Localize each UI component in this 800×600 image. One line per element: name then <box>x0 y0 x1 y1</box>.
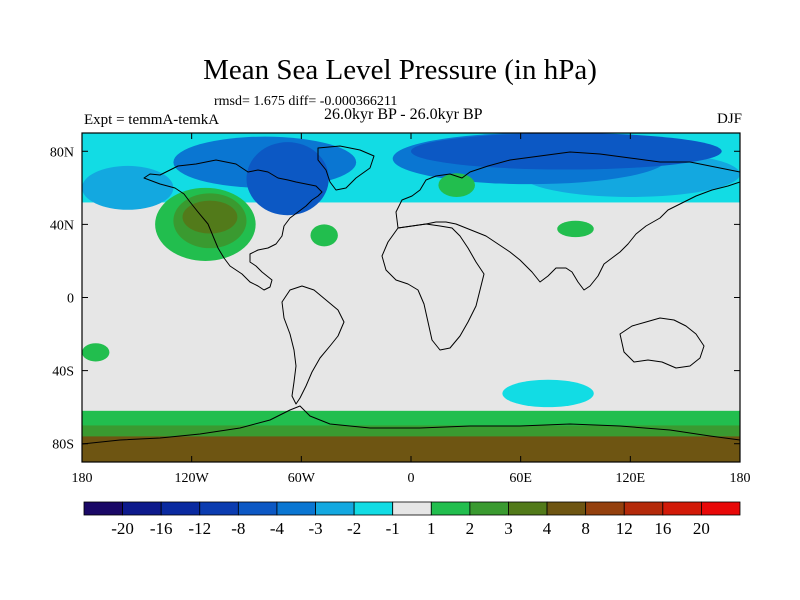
region-southern-ocean-low <box>502 379 594 408</box>
colorbar-label: 1 <box>427 519 436 538</box>
coast-eurasia <box>395 151 740 291</box>
region-atlantic-high <box>310 224 338 247</box>
colorbar-label: 20 <box>693 519 710 538</box>
colorbar-swatch <box>199 501 239 516</box>
colorbar-swatch <box>315 501 355 516</box>
colorbar: -20 -16 -12 -8 -4 -3 -2 -1 1 2 3 4 8 12 16 20 <box>83 501 741 538</box>
colorbar-swatch <box>122 501 162 516</box>
colorbar-label: -12 <box>188 519 211 538</box>
experiment-label: Expt = temmA-temkA <box>84 112 220 128</box>
coast-greenland <box>317 145 375 191</box>
colorbar-label: -4 <box>270 519 285 538</box>
colorbar-swatch <box>469 501 509 516</box>
colorbar-label: 4 <box>543 519 552 538</box>
region-north-america-high-max <box>182 200 238 234</box>
colorbar-swatch <box>701 501 741 516</box>
colorbar-label: -1 <box>386 519 400 538</box>
lon-label: 0 <box>408 471 415 486</box>
colorbar-swatch <box>662 501 702 516</box>
colorbar-swatch <box>160 501 201 516</box>
colorbar-label: -2 <box>347 519 361 538</box>
lon-label: 180 <box>72 471 93 486</box>
lon-label: 60E <box>509 471 532 486</box>
colorbar-swatch <box>392 501 432 516</box>
colorbar-label: 3 <box>504 519 513 538</box>
lat-label: 80S <box>52 438 74 453</box>
lat-label: 40N <box>50 218 74 233</box>
lat-label: 80N <box>50 145 74 160</box>
season-label: DJF <box>716 111 742 127</box>
colorbar-label: 8 <box>581 519 590 538</box>
region-south-pacific-high <box>82 343 110 362</box>
coast-north-america <box>143 159 323 291</box>
colorbar-swatch <box>276 501 316 516</box>
stats-label: rmsd= 1.675 diff= -0.000366211 <box>214 94 398 109</box>
colorbar-label: -3 <box>308 519 322 538</box>
coast-south-america <box>281 285 345 405</box>
region-north-atlantic-low <box>246 142 329 216</box>
region-arctic-core <box>410 133 722 170</box>
lon-label: 120E <box>616 471 646 486</box>
colorbar-swatch <box>83 501 123 516</box>
colorbar-swatch <box>585 501 625 516</box>
lon-label: 60W <box>288 471 316 486</box>
colorbar-swatch <box>508 501 548 516</box>
region-scandinavia-high <box>438 173 475 197</box>
colorbar-swatch <box>237 501 278 516</box>
colorbar-swatch <box>353 501 394 516</box>
coastlines <box>82 145 740 445</box>
colorbar-label: 16 <box>654 519 671 538</box>
colorbar-label: 12 <box>616 519 633 538</box>
colorbar-swatch <box>546 501 587 516</box>
colorbar-label: -16 <box>150 519 173 538</box>
colorbar-swatch <box>430 501 471 516</box>
coast-africa <box>381 223 485 351</box>
coast-australia <box>619 317 705 369</box>
lat-label: 0 <box>67 292 74 307</box>
colorbar-label: -20 <box>111 519 134 538</box>
lon-label: 120W <box>175 471 210 486</box>
colorbar-swatch <box>623 501 664 516</box>
period-label: 26.0kyr BP - 26.0kyr BP <box>324 106 483 123</box>
colorbar-label: 2 <box>466 519 475 538</box>
lat-label: 40S <box>52 365 74 380</box>
region-pacific-north-band <box>82 165 174 210</box>
axis-ticks: 80N 40N 0 40S 80S 180 120W 60W 0 60E 120E 180 <box>50 133 751 486</box>
coast-antarctica <box>82 405 740 445</box>
region-asia-high <box>557 220 594 238</box>
colorbar-label: -8 <box>231 519 245 538</box>
plot-title: Mean Sea Level Pressure (in hPa) <box>203 54 597 86</box>
lon-label: 180 <box>730 471 751 486</box>
pressure-field <box>82 133 740 462</box>
